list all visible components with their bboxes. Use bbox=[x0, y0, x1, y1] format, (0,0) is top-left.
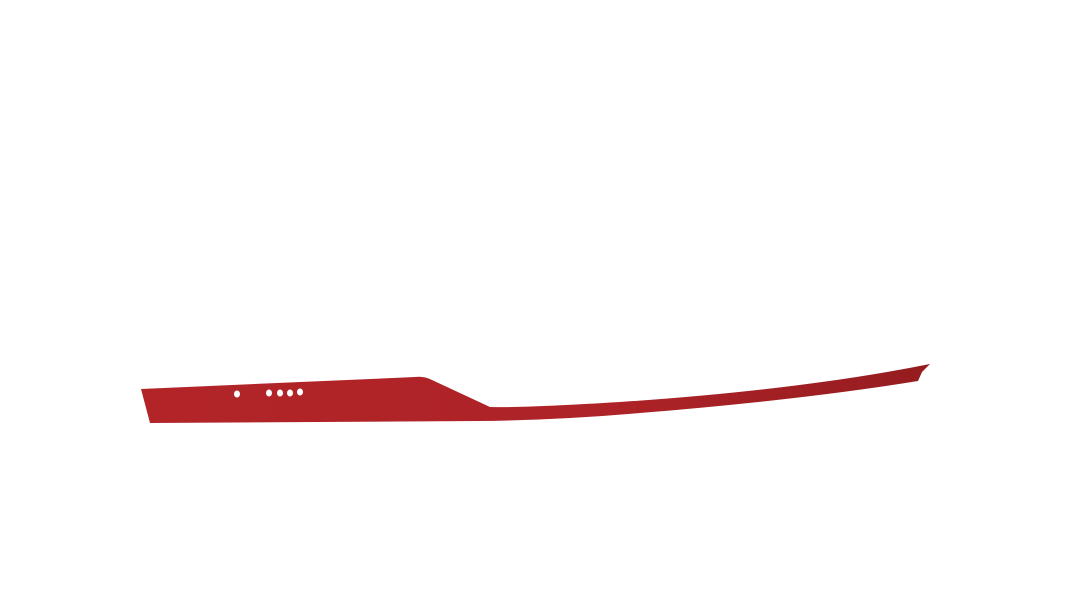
porthole bbox=[287, 389, 293, 397]
porthole bbox=[277, 389, 283, 397]
boat-hull bbox=[141, 364, 930, 423]
portholes bbox=[234, 388, 303, 398]
porthole bbox=[266, 389, 272, 397]
porthole bbox=[234, 390, 240, 398]
porthole bbox=[297, 388, 303, 396]
